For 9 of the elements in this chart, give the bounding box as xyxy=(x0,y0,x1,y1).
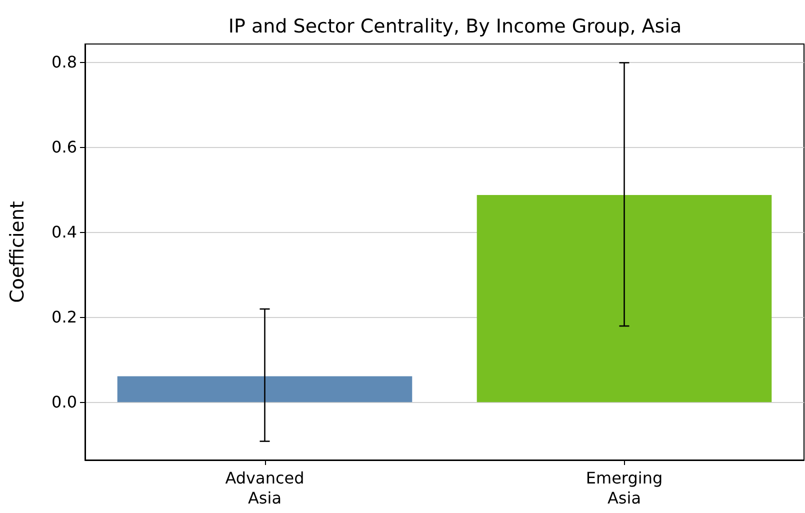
y-axis-title: Coefficient xyxy=(6,201,28,303)
x-tick-label: Emerging Asia xyxy=(586,468,663,508)
x-tick-label: Advanced Asia xyxy=(225,468,304,508)
y-tick-label: 0.2 xyxy=(52,308,77,327)
chart-title: IP and Sector Centrality, By Income Group, Asia xyxy=(228,16,682,38)
y-tick-label: 0.0 xyxy=(52,392,77,412)
y-tick-label: 0.6 xyxy=(52,137,77,156)
y-tick-label: 0.8 xyxy=(52,52,77,72)
y-tick-label: 0.4 xyxy=(52,222,77,242)
